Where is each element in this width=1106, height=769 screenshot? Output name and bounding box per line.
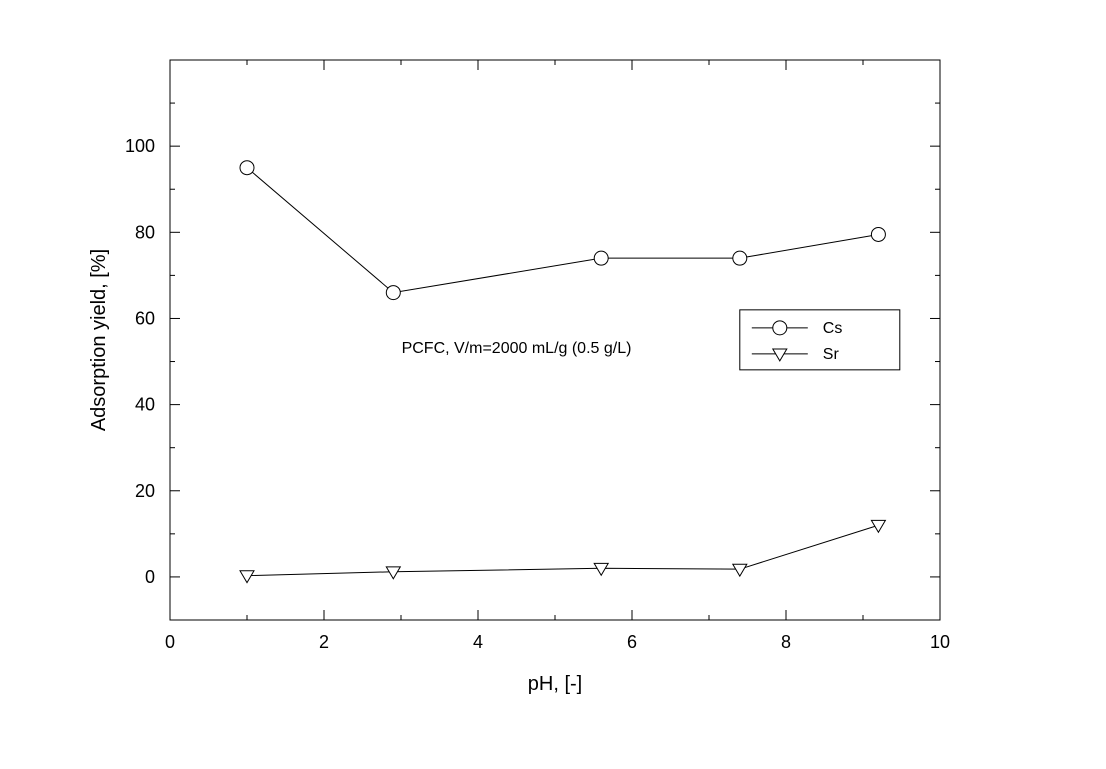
chart-annotation: PCFC, V/m=2000 mL/g (0.5 g/L): [402, 340, 632, 357]
y-tick-label: 0: [145, 567, 155, 587]
series-line-sr: [247, 525, 878, 575]
legend-label: Sr: [823, 346, 840, 363]
x-axis-label: pH, [-]: [528, 673, 582, 695]
marker-triangle-down: [386, 567, 400, 579]
marker-circle: [871, 227, 885, 241]
x-tick-label: 6: [627, 632, 637, 652]
legend-marker-circle: [773, 321, 787, 335]
marker-triangle-down: [240, 571, 254, 583]
x-tick-label: 2: [319, 632, 329, 652]
series-line-cs: [247, 168, 878, 293]
marker-triangle-down: [594, 563, 608, 575]
marker-circle: [386, 286, 400, 300]
marker-circle: [240, 161, 254, 175]
legend-label: Cs: [823, 320, 843, 337]
legend-box: [740, 310, 900, 370]
y-tick-label: 20: [135, 481, 155, 501]
marker-triangle-down: [733, 564, 747, 576]
y-tick-label: 60: [135, 308, 155, 328]
x-tick-label: 0: [165, 632, 175, 652]
x-tick-label: 10: [930, 632, 950, 652]
x-tick-label: 8: [781, 632, 791, 652]
chart-container: 0 2 4 6 8 10 pH, [-] 0 20 40 60 80 100 Adsorption yie…: [0, 0, 1106, 769]
chart-svg: 0 2 4 6 8 10 pH, [-] 0 20 40 60 80 100 Adsorption yie…: [0, 0, 1106, 769]
y-tick-label: 100: [125, 136, 155, 156]
x-tick-label: 4: [473, 632, 483, 652]
marker-circle: [594, 251, 608, 265]
y-axis-label: Adsorption yield, [%]: [88, 249, 110, 431]
marker-circle: [733, 251, 747, 265]
y-tick-label: 80: [135, 222, 155, 242]
y-tick-label: 40: [135, 395, 155, 415]
